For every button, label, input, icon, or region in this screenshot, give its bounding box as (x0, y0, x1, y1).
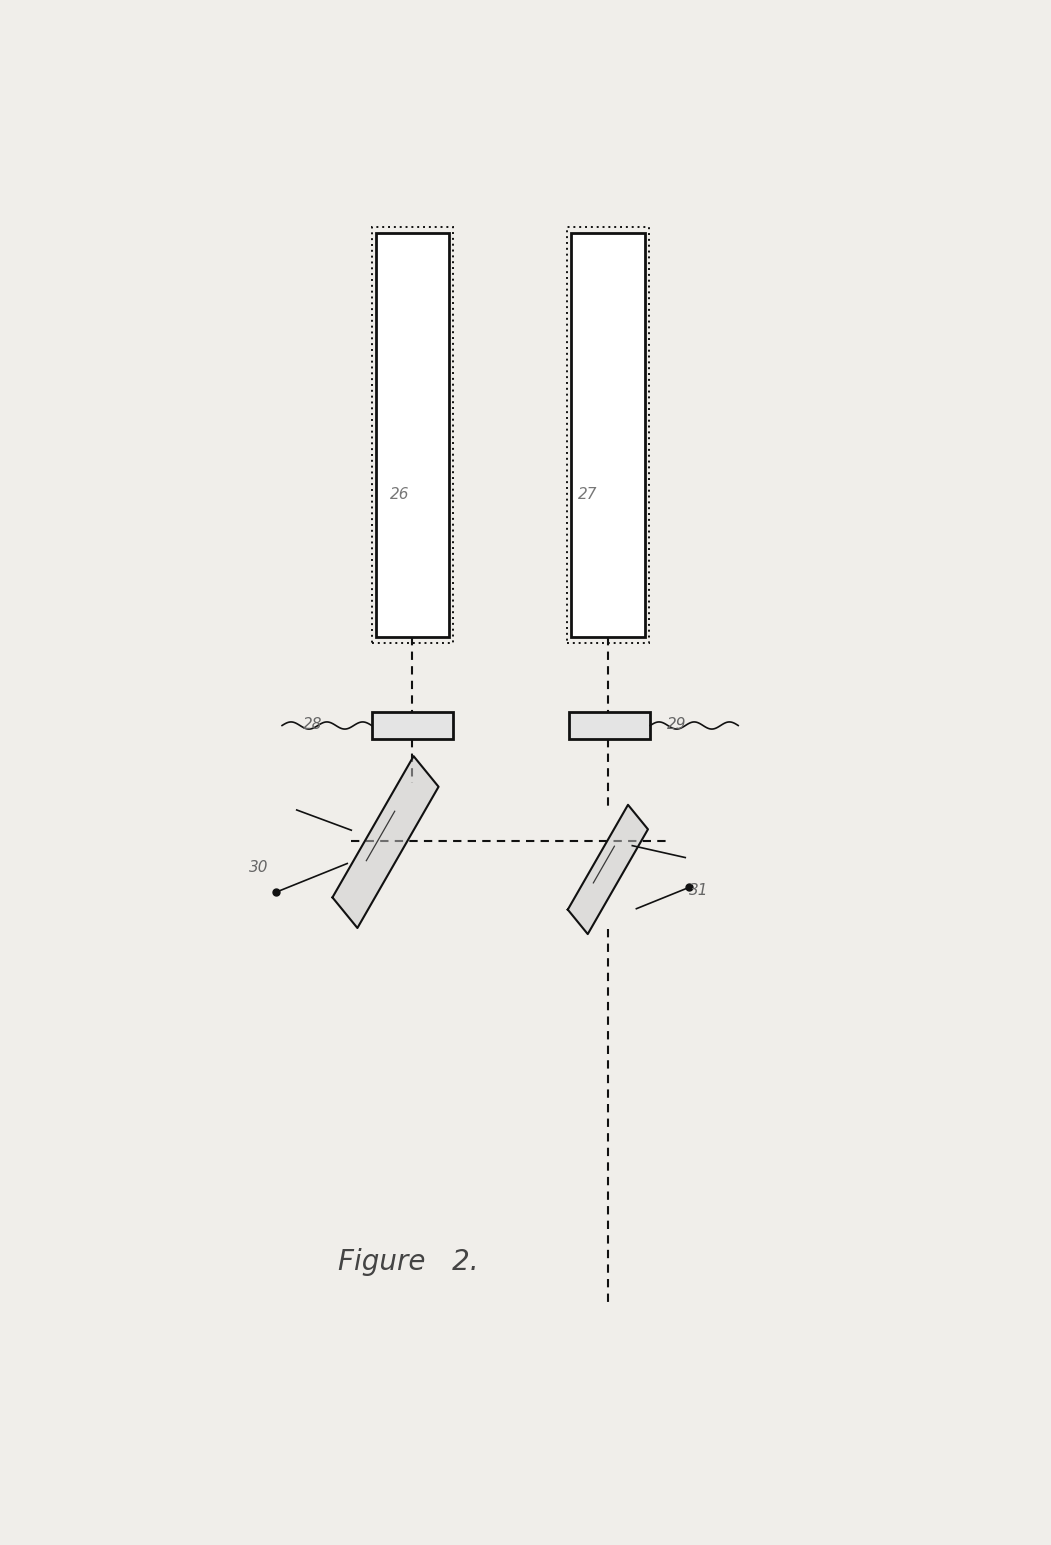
Text: 30: 30 (249, 859, 268, 874)
Bar (568, 227, 648, 643)
Text: 31: 31 (689, 884, 708, 898)
Bar (372, 227, 453, 643)
Polygon shape (332, 756, 438, 929)
Text: 28: 28 (304, 717, 323, 732)
Polygon shape (568, 805, 648, 935)
Bar (376, 233, 449, 638)
Text: 26: 26 (390, 487, 410, 502)
Text: 29: 29 (667, 717, 687, 732)
Text: Figure   2.: Figure 2. (338, 1248, 478, 1276)
Bar (572, 233, 644, 638)
Bar (372, 712, 453, 739)
Bar (569, 712, 651, 739)
Text: 27: 27 (578, 487, 597, 502)
